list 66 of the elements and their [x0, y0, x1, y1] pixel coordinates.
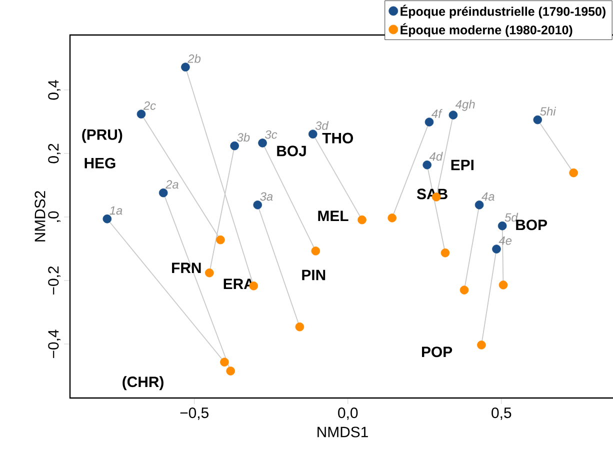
point	[311, 246, 320, 256]
annotation: THO	[322, 132, 354, 144]
point	[498, 221, 507, 230]
y-tick-label: 0,2	[48, 144, 60, 164]
point	[230, 141, 239, 150]
annotation: 4f	[432, 109, 442, 118]
point	[181, 62, 190, 72]
y-tick-label: −0,2	[48, 266, 60, 295]
annotation: 4d	[429, 152, 443, 161]
point	[492, 244, 501, 254]
annotation: FRN	[172, 262, 201, 274]
x-tick-label: −0,5	[180, 408, 208, 420]
point	[216, 235, 225, 244]
annotation: 4e	[498, 236, 512, 245]
point	[533, 115, 542, 124]
point	[226, 366, 235, 376]
annotation: HEG	[84, 158, 116, 168]
point	[477, 340, 486, 350]
annotation: BOJ	[277, 146, 306, 156]
annotation: 2b	[188, 54, 201, 63]
annotation: PIN	[302, 270, 326, 280]
annotation: 1a	[110, 206, 122, 215]
point	[308, 130, 318, 138]
point	[158, 188, 168, 198]
point	[448, 110, 458, 120]
annotation: 2a	[165, 180, 178, 189]
annotation: BOP	[516, 220, 548, 230]
annotation: 3d	[315, 121, 329, 130]
y-tick-label: ,0	[48, 211, 60, 222]
point	[253, 200, 262, 210]
point	[136, 110, 146, 118]
point	[569, 168, 578, 178]
annotation: 5hi	[540, 106, 556, 116]
annotation: POP	[422, 346, 452, 358]
legend-label: Époque préindustrielle (1790-1950)	[400, 4, 606, 18]
annotation: 2c	[143, 101, 156, 110]
point	[498, 280, 508, 290]
annotation: (CHR)	[122, 376, 164, 390]
x-axis-title: NMDS1	[318, 426, 368, 438]
point	[460, 286, 469, 294]
annotation: MEL	[318, 210, 348, 221]
annotation: 5d	[504, 212, 518, 222]
point	[422, 160, 432, 170]
annotation: 4gh	[455, 100, 475, 111]
annotation: EPI	[451, 160, 474, 170]
y-axis-title: NMDS2	[34, 191, 46, 242]
y-tick-label: −0,4	[48, 330, 60, 358]
point	[205, 268, 214, 278]
x-tick-label: 0,5	[492, 408, 512, 420]
y-tick-label: 0,4	[48, 80, 60, 100]
annotation: (PRU)	[82, 128, 122, 143]
legend-label: Époque moderne (1980-2010)	[400, 23, 572, 37]
point	[424, 118, 434, 126]
point	[220, 358, 229, 367]
point	[474, 200, 484, 210]
annotation: 3b	[237, 132, 250, 142]
point	[102, 214, 112, 224]
point	[440, 248, 450, 258]
point	[295, 322, 304, 332]
annotation: 4a	[482, 192, 494, 201]
annotation: 3c	[265, 130, 278, 139]
annotation: 3a	[260, 192, 273, 201]
x-tick-label: 0,0	[338, 408, 358, 420]
point	[258, 138, 267, 148]
point	[388, 214, 396, 222]
point	[358, 215, 366, 224]
